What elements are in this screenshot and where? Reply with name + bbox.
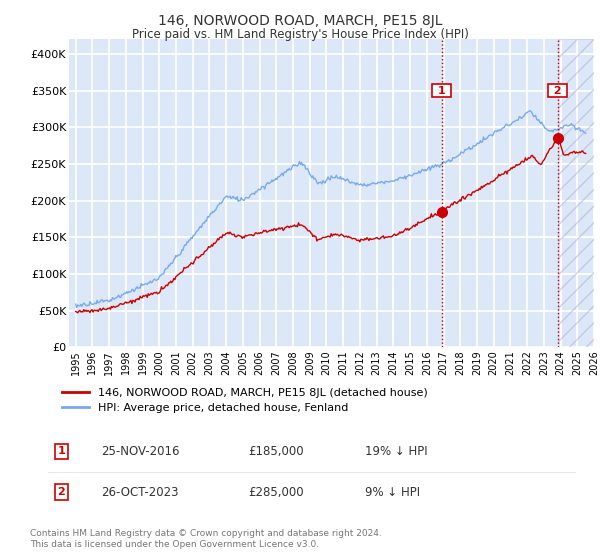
Text: 2: 2: [550, 86, 565, 96]
Text: Price paid vs. HM Land Registry's House Price Index (HPI): Price paid vs. HM Land Registry's House …: [131, 28, 469, 41]
Text: 1: 1: [58, 446, 65, 456]
Text: 25-NOV-2016: 25-NOV-2016: [101, 445, 179, 458]
Text: 19% ↓ HPI: 19% ↓ HPI: [365, 445, 427, 458]
Legend: 146, NORWOOD ROAD, MARCH, PE15 8JL (detached house), HPI: Average price, detache: 146, NORWOOD ROAD, MARCH, PE15 8JL (deta…: [57, 384, 433, 417]
Text: £285,000: £285,000: [248, 486, 304, 498]
Text: 9% ↓ HPI: 9% ↓ HPI: [365, 486, 420, 498]
Text: 2: 2: [58, 487, 65, 497]
Text: 1: 1: [434, 86, 449, 96]
Text: Contains HM Land Registry data © Crown copyright and database right 2024.
This d: Contains HM Land Registry data © Crown c…: [30, 529, 382, 549]
Text: 146, NORWOOD ROAD, MARCH, PE15 8JL: 146, NORWOOD ROAD, MARCH, PE15 8JL: [158, 14, 442, 28]
Text: £185,000: £185,000: [248, 445, 304, 458]
Text: 26-OCT-2023: 26-OCT-2023: [101, 486, 178, 498]
